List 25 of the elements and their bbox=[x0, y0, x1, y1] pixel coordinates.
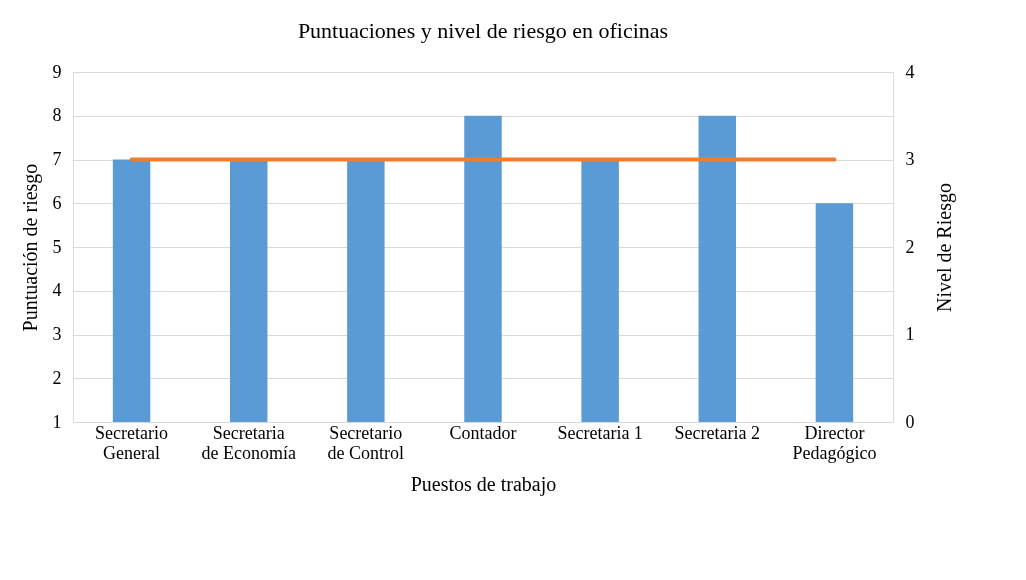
y2-tick-label: 0 bbox=[905, 411, 915, 432]
x-tick-label: Director Pedagógico bbox=[792, 422, 877, 463]
x-tick-label: Secretario de Control bbox=[327, 422, 405, 463]
y2-tick-label: 3 bbox=[905, 149, 915, 169]
y-tick-label: 2 bbox=[52, 367, 62, 388]
x-tick-label: Secretaria 2 bbox=[674, 422, 761, 443]
y-tick-label: 5 bbox=[52, 236, 62, 257]
y-tick-label: 9 bbox=[52, 61, 62, 82]
y-tick-label: 7 bbox=[52, 149, 62, 169]
y-axis-title: Puntuación de riesgo bbox=[18, 163, 42, 332]
y2-axis-title: Nivel de Riesgo bbox=[932, 183, 956, 312]
y-tick-label: 8 bbox=[52, 105, 62, 126]
x-tick-label: Secretaria 1 bbox=[557, 422, 643, 443]
x-tick-label: Secretaria de Economía bbox=[201, 422, 296, 463]
y-tick-label: 6 bbox=[52, 192, 62, 213]
y2-tick-label: 4 bbox=[905, 61, 915, 82]
y2-tick-label: 2 bbox=[905, 236, 915, 257]
y-tick-label: 1 bbox=[52, 411, 62, 432]
x-tick-label: Secretario General bbox=[95, 422, 169, 463]
y-tick-label: 3 bbox=[52, 324, 62, 344]
x-tick-label: Contador bbox=[449, 422, 517, 443]
y2-tick-label: 1 bbox=[905, 324, 915, 344]
x-axis-title: Puestos de trabajo bbox=[410, 472, 557, 496]
chart-title: Puntuaciones y nivel de riesgo en oficinas bbox=[297, 18, 669, 43]
y-tick-label: 4 bbox=[52, 280, 62, 301]
